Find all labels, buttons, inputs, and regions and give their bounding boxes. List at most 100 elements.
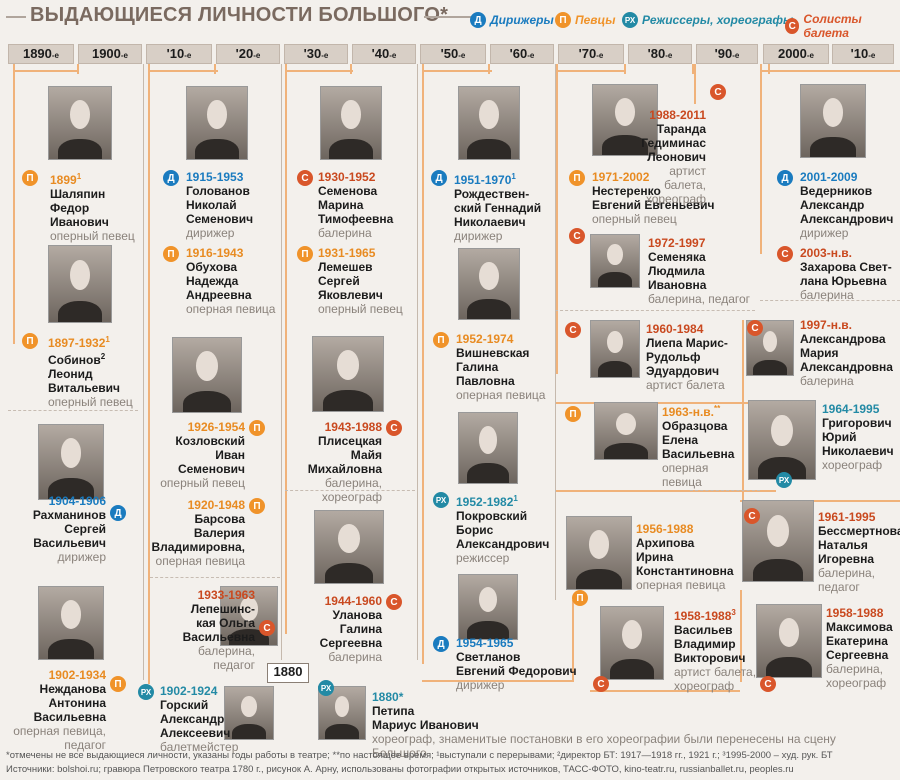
portrait-head-shape [771, 415, 793, 447]
person-name-text: Вишневская [456, 346, 530, 360]
portrait-body-shape [231, 724, 267, 739]
person-name-line: Александрович [800, 212, 893, 226]
person-entry-rakhmaninov: 1904-1906 Рахманинов Сергей Васильевич дириж… [4, 494, 106, 564]
person-name-text: Иванович [50, 215, 109, 229]
person-name-line: Вишневская [456, 346, 545, 360]
category-badge-icon: Д [433, 636, 449, 652]
portrait-head-shape [616, 413, 636, 436]
person-role-line: балерина, педагог [648, 292, 751, 306]
portrait-head-shape [338, 523, 360, 553]
person-name-text: Рождествен- [454, 187, 530, 201]
decade-text: '30 [303, 46, 322, 61]
connector-line [760, 70, 900, 72]
person-name-line: Иван [130, 448, 245, 462]
person-name-text: Ирина [636, 550, 674, 564]
tenure-years-text: 1933-1963 [197, 588, 255, 602]
person-name-line: Рождествен- [454, 187, 541, 201]
person-role-line: оперная певица [636, 578, 726, 592]
connector-line [350, 64, 352, 74]
legend-item: П Певцы [555, 12, 616, 28]
person-role-line: балерина, [818, 566, 875, 580]
person-name-text: Собинов [48, 353, 101, 367]
tenure-years-text: 1952-1974 [456, 332, 514, 346]
connector-line [150, 577, 280, 578]
person-name-text: Евгений Федорович [456, 664, 577, 678]
person-name-text: Владимировна, [151, 540, 245, 554]
person-entry-arkhipova: 1956-1988 Архипова Ирина Константиновна опер… [636, 522, 734, 592]
decade-label: '50-е [420, 44, 486, 64]
category-badge-icon: С [259, 620, 275, 636]
connector-line [556, 490, 776, 492]
category-badge-icon: РХ [318, 680, 334, 696]
person-name-text: Борис [456, 523, 494, 537]
person-name-line: Николаевич [822, 444, 894, 458]
portrait-body-shape [597, 272, 633, 287]
legend-label: Певцы [575, 13, 616, 27]
person-entry-grigorovich: 1964-1995 Григорович Юрий Николаевич хореогр… [822, 402, 894, 472]
portrait-body-shape [467, 463, 509, 483]
portrait-body-shape [609, 658, 655, 679]
tenure-years-text: 1951-1970 [454, 173, 512, 187]
tenure-footnote-mark: 1 [76, 172, 82, 181]
person-name-line: Горский [160, 698, 238, 712]
portrait-photo [756, 604, 822, 678]
connector-line [555, 310, 755, 311]
person-name-line: Яковлевич [318, 288, 403, 302]
connector-line [148, 64, 150, 684]
tenure-years: 1915-1953 [186, 170, 253, 184]
tenure-years-text: 1954-1965 [456, 636, 514, 650]
person-name-text: Горский [160, 698, 209, 712]
portrait-photo [458, 248, 520, 320]
person-name-line: Людмила [648, 264, 750, 278]
portrait-photo [314, 510, 384, 584]
portrait-photo [224, 686, 274, 740]
category-badge-icon: П [569, 170, 585, 186]
legend-badge-icon: Д [470, 12, 486, 28]
portrait-head-shape [766, 515, 790, 548]
person-entry-golovanov: 1915-1953 Голованов Николай Семенович дириже… [186, 170, 253, 240]
title-rule-left [6, 16, 26, 18]
tenure-years: 1952-1974 [456, 332, 545, 346]
connector-line [285, 70, 353, 72]
category-badge-icon: РХ [138, 684, 154, 700]
person-entry-barsova: 1920-1948 Барсова Валерия Владимировна, опер… [130, 498, 245, 568]
category-badge-icon: РХ [776, 472, 792, 488]
portrait-head-shape [241, 696, 257, 718]
person-name-text: Александрович [456, 537, 550, 551]
person-name-line: Игоревна [818, 552, 900, 566]
person-name-text: Уланова [332, 608, 382, 622]
tenure-years-text: 1916-1943 [186, 246, 244, 260]
decade-suffix: -е [458, 51, 466, 60]
person-entry-ulanova: 1944-1960 Уланова Галина Сергеевна балерина [284, 594, 382, 664]
portrait-photo [748, 400, 816, 480]
decade-text: '90 [714, 46, 733, 61]
tenure-years-text: 1902-1924 [160, 684, 218, 698]
portrait-photo [592, 84, 658, 156]
connector-line [8, 410, 138, 411]
tenure-years: 1961-1995 [818, 510, 900, 524]
person-role-line: артист балета, [664, 164, 706, 192]
person-name-text: Майя [350, 448, 382, 462]
connector-line [694, 64, 696, 104]
person-name-line: Галина [456, 360, 545, 374]
person-name-line: Майя [284, 448, 382, 462]
decade-suffix: -е [184, 51, 192, 60]
person-name-text: Мария [800, 346, 839, 360]
person-entry-aleksandrova: 1997-н.в. Александрова Мария Александровна б… [800, 318, 893, 388]
person-role-line: хореограф [645, 192, 706, 206]
decade-text: 2000 [777, 46, 807, 61]
connector-line [768, 64, 770, 74]
decade-suffix: -е [321, 51, 329, 60]
tenure-years: 1964-1995 [822, 402, 894, 416]
person-name-line: Антонина [4, 696, 106, 710]
name-footnote-mark: 2 [100, 352, 106, 361]
portrait-photo [220, 586, 278, 646]
category-badge-icon: П [249, 498, 265, 514]
decade-suffix: -е [389, 51, 397, 60]
connector-line [13, 70, 79, 72]
person-name-line: Юрий [822, 430, 894, 444]
connector-line [624, 64, 626, 74]
person-name-text: Рахманинов [32, 508, 106, 522]
person-name-text: Светланов [456, 650, 521, 664]
decade-text: '80 [647, 46, 666, 61]
